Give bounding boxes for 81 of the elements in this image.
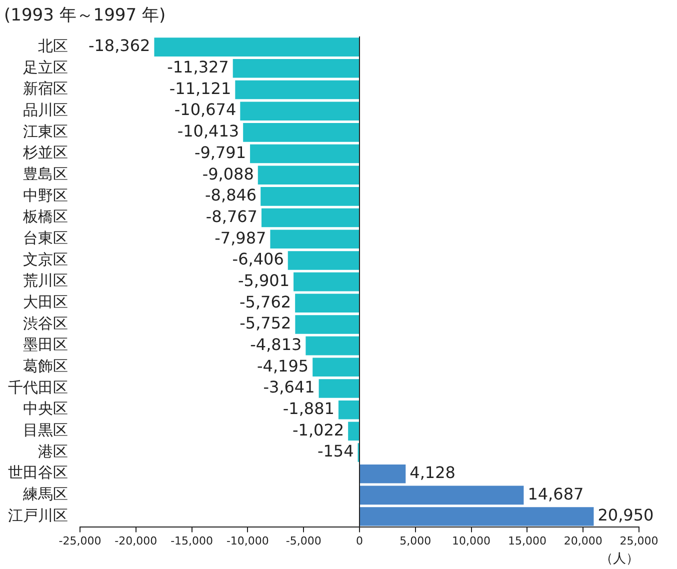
- y-tick-label: 墨田区: [23, 336, 68, 354]
- y-tick-label: 千代田区: [8, 378, 68, 396]
- data-label: 4,128: [410, 463, 456, 482]
- data-label: -18,362: [88, 36, 150, 56]
- bar: [250, 144, 359, 164]
- bar: [295, 294, 359, 313]
- data-label: -9,791: [194, 142, 246, 162]
- y-tick-label: 練馬区: [22, 485, 68, 504]
- y-tick-label: 板橋区: [22, 208, 68, 226]
- x-tick-label: 20,000: [564, 534, 602, 548]
- x-tick-label: -25,000: [58, 534, 102, 548]
- bar: [312, 358, 359, 377]
- bar: [288, 251, 359, 270]
- y-tick-label: 葛飾区: [23, 357, 68, 376]
- bar: [318, 379, 359, 398]
- data-label: -8,846: [205, 186, 257, 205]
- bar: [261, 208, 359, 228]
- y-tick-label: 渋谷区: [23, 314, 68, 332]
- x-tick-label: 15,000: [508, 534, 546, 548]
- x-tick-label: 10,000: [452, 534, 491, 548]
- bar: [294, 272, 359, 292]
- data-label: -3,641: [263, 378, 315, 397]
- y-tick-label: 台東区: [23, 229, 68, 248]
- bar: [295, 315, 359, 334]
- chart-title: (1993 年～1997 年): [4, 6, 166, 26]
- data-label: -4,195: [257, 356, 309, 376]
- bar: [348, 422, 359, 441]
- y-tick-label: 足立区: [23, 58, 68, 76]
- data-label: -10,413: [177, 122, 240, 141]
- data-label: -7,987: [214, 228, 266, 248]
- y-tick-label: 品川区: [23, 100, 68, 119]
- x-tick-label: -15,000: [170, 534, 214, 548]
- bar: [240, 102, 359, 120]
- y-tick-label: 中央区: [23, 400, 68, 418]
- y-tick-label: 港区: [38, 442, 68, 460]
- bar: [235, 80, 359, 100]
- data-label: -4,813: [250, 334, 302, 354]
- data-label: -8,767: [206, 206, 258, 226]
- bar: [306, 336, 359, 356]
- bar: [360, 464, 406, 484]
- data-label: -1,881: [282, 398, 334, 418]
- x-axis-title: （人）: [600, 552, 639, 567]
- y-tick-label: 世田谷区: [8, 464, 68, 482]
- y-tick-label: 江戸川区: [8, 506, 68, 524]
- bar: [338, 400, 359, 420]
- data-label: -11,121: [169, 78, 232, 98]
- x-tick-label: 0: [356, 534, 363, 548]
- x-tick-label: -20,000: [114, 534, 158, 548]
- x-tick-label: -10,000: [226, 534, 269, 548]
- y-tick-label: 杉並区: [22, 144, 68, 162]
- bar: [154, 38, 359, 56]
- x-tick-label: 25,000: [620, 534, 658, 548]
- data-label: -5,752: [240, 314, 292, 333]
- data-label: -154: [317, 442, 354, 461]
- bar: [360, 486, 524, 505]
- x-tick-label: -5,000: [286, 534, 322, 548]
- data-label: -1,022: [292, 420, 344, 440]
- y-tick-label: 大田区: [23, 293, 68, 312]
- data-label: -11,327: [167, 58, 229, 77]
- y-tick-label: 文京区: [23, 250, 68, 268]
- y-tick-label: 中野区: [23, 186, 68, 204]
- y-tick-label: 豊島区: [23, 164, 68, 183]
- data-label: -10,674: [174, 100, 236, 120]
- y-tick-label: 新宿区: [23, 80, 68, 98]
- bar: [232, 59, 359, 78]
- data-label: 20,950: [598, 506, 654, 525]
- data-label: 14,687: [528, 484, 584, 504]
- bar: [243, 123, 359, 142]
- y-tick-label: 目黒区: [23, 421, 68, 440]
- bar: [258, 166, 359, 184]
- data-label: -9,088: [202, 164, 254, 184]
- x-tick-label: 5,000: [400, 534, 432, 548]
- y-tick-label: 江東区: [23, 122, 68, 140]
- bar: [270, 230, 359, 249]
- y-tick-label: 北区: [38, 36, 68, 55]
- bar: [360, 507, 594, 526]
- data-label: -6,406: [232, 250, 284, 269]
- data-label: -5,901: [238, 270, 290, 290]
- data-label: -5,762: [240, 292, 292, 312]
- y-tick-label: 荒川区: [23, 272, 68, 290]
- bar: [260, 187, 359, 206]
